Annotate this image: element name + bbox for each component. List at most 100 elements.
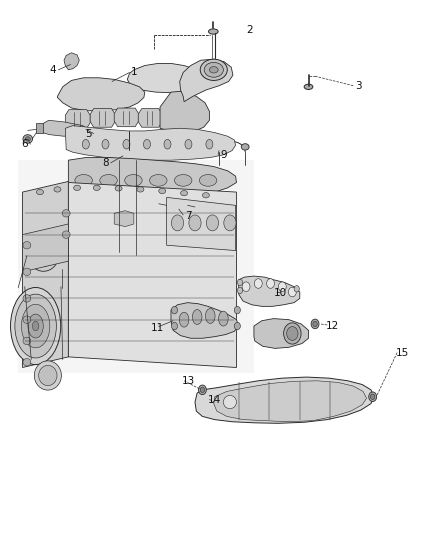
Ellipse shape [202,192,209,198]
Text: 13: 13 [182,376,195,386]
Ellipse shape [23,295,31,302]
Text: 1: 1 [131,68,137,77]
Polygon shape [114,108,139,127]
Ellipse shape [123,140,130,149]
Ellipse shape [206,215,219,231]
Ellipse shape [267,279,275,288]
Polygon shape [239,276,300,306]
Polygon shape [114,211,134,227]
Ellipse shape [125,174,142,186]
Polygon shape [254,319,308,349]
Ellipse shape [126,154,134,159]
Ellipse shape [241,144,249,150]
Ellipse shape [171,306,177,314]
Ellipse shape [82,140,89,149]
Ellipse shape [180,190,187,196]
Ellipse shape [189,215,201,231]
Ellipse shape [219,311,228,326]
Ellipse shape [62,231,70,238]
Ellipse shape [28,240,58,271]
Ellipse shape [34,361,61,390]
Polygon shape [42,120,88,136]
Text: 7: 7 [185,211,192,221]
Polygon shape [214,381,367,422]
Polygon shape [138,109,162,127]
Ellipse shape [23,359,31,366]
Polygon shape [160,91,209,133]
Ellipse shape [15,294,57,358]
Ellipse shape [200,59,227,80]
Ellipse shape [206,140,213,149]
Polygon shape [166,197,236,251]
Ellipse shape [144,140,150,149]
Ellipse shape [192,310,202,325]
Ellipse shape [23,268,31,276]
Ellipse shape [208,29,218,34]
Ellipse shape [199,174,217,186]
Ellipse shape [279,282,286,292]
Ellipse shape [371,394,375,399]
Ellipse shape [205,309,215,324]
Ellipse shape [284,323,301,344]
Ellipse shape [209,67,218,73]
Polygon shape [127,63,207,93]
Ellipse shape [224,215,236,231]
Ellipse shape [23,337,31,345]
Polygon shape [64,53,79,70]
Ellipse shape [234,306,240,314]
Polygon shape [68,182,237,368]
Ellipse shape [223,395,237,409]
Ellipse shape [33,245,54,266]
Ellipse shape [32,321,39,331]
Ellipse shape [179,312,189,327]
Ellipse shape [39,251,48,261]
Ellipse shape [23,241,31,249]
Text: 11: 11 [151,322,165,333]
Polygon shape [22,181,68,368]
Ellipse shape [126,148,134,154]
Ellipse shape [74,185,81,190]
Ellipse shape [75,174,92,186]
Text: 2: 2 [246,25,253,35]
Text: 3: 3 [355,81,362,91]
Ellipse shape [234,322,240,330]
Polygon shape [171,303,239,338]
Ellipse shape [185,140,192,149]
Polygon shape [65,126,236,160]
Text: 14: 14 [208,395,221,406]
Polygon shape [166,198,187,213]
Polygon shape [18,160,254,373]
Text: 9: 9 [220,150,227,160]
Ellipse shape [304,84,313,90]
Ellipse shape [159,188,166,193]
Ellipse shape [171,215,184,231]
Ellipse shape [237,287,243,294]
Ellipse shape [254,279,262,288]
Ellipse shape [21,304,50,348]
Ellipse shape [28,314,43,338]
Polygon shape [195,377,374,423]
Ellipse shape [313,321,317,327]
Ellipse shape [198,385,206,394]
Ellipse shape [200,387,205,392]
Ellipse shape [204,62,223,77]
Ellipse shape [62,209,70,217]
Ellipse shape [288,287,296,297]
Ellipse shape [102,140,109,149]
Polygon shape [36,123,43,133]
Polygon shape [90,109,115,127]
Ellipse shape [215,144,223,150]
Ellipse shape [174,174,192,186]
Ellipse shape [54,187,61,192]
Ellipse shape [287,327,298,341]
Ellipse shape [237,279,243,286]
Ellipse shape [171,322,177,330]
Ellipse shape [369,392,377,401]
Ellipse shape [36,189,43,195]
Text: 15: 15 [396,348,409,358]
Text: 10: 10 [274,288,287,298]
Ellipse shape [93,185,100,190]
Polygon shape [22,224,68,272]
Ellipse shape [164,140,171,149]
Ellipse shape [23,135,32,143]
